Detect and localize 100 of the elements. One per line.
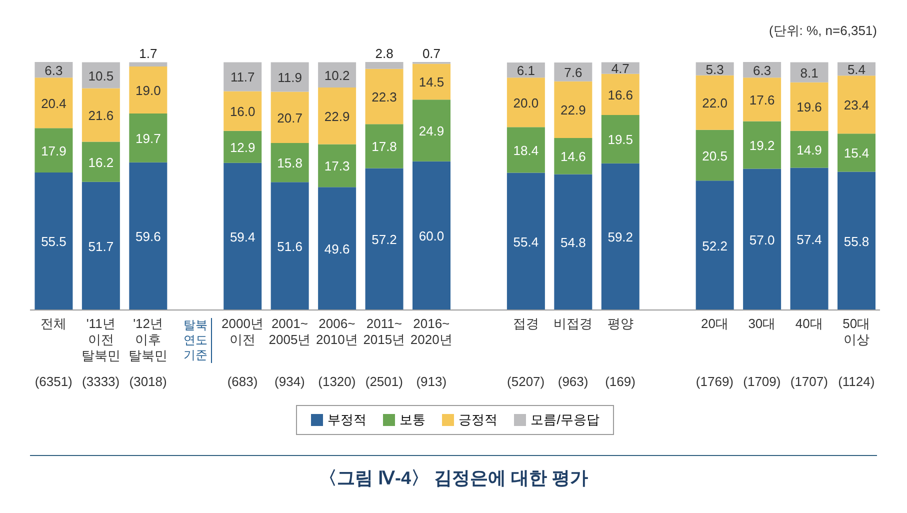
data-label: 19.7: [136, 130, 161, 146]
data-label: 17.3: [324, 158, 350, 174]
bar: [82, 62, 120, 88]
data-label: 16.0: [230, 104, 256, 120]
bar: [224, 130, 262, 163]
bar: [129, 62, 168, 66]
bar: [318, 144, 356, 188]
bar: [696, 75, 734, 130]
data-label: 2.8: [375, 46, 394, 61]
data-label: 19.0: [136, 82, 161, 98]
data-label: 20.7: [277, 110, 302, 126]
bar: [790, 130, 828, 168]
x-tick-label: '12년 이후 탈북민 (3018): [128, 316, 168, 389]
category-label: 2000년 이전 (683): [222, 316, 264, 389]
data-label: 16.2: [88, 154, 114, 170]
bar: [318, 88, 356, 144]
bar: [506, 127, 545, 173]
data-label: 20.0: [513, 95, 539, 110]
data-label: 19.5: [608, 132, 634, 148]
data-label: 20.4: [41, 96, 66, 111]
category-label: 30대 (1709): [743, 316, 781, 389]
data-label: 8.1: [800, 65, 818, 80]
data-label: 11.7: [230, 70, 255, 85]
data-label: 57.0: [749, 232, 775, 248]
bar: [554, 138, 592, 174]
bar: [34, 78, 73, 128]
data-label: 6.3: [753, 62, 772, 78]
bar: [365, 62, 404, 69]
bar: [224, 162, 262, 310]
data-label: 60.0: [418, 228, 444, 244]
bar: [412, 100, 450, 162]
legend-label: 부정적: [326, 411, 367, 429]
data-label: 6.1: [516, 63, 535, 78]
bar: [34, 172, 73, 310]
bar: [365, 124, 404, 168]
bar: [82, 142, 120, 182]
bar: [838, 172, 876, 310]
data-label: 51.6: [277, 239, 302, 254]
category-label: 전체 (6351): [34, 316, 72, 389]
bar: [696, 180, 734, 310]
data-label: 10.2: [324, 68, 350, 83]
data-label: 22.9: [560, 102, 586, 118]
bar: [554, 174, 592, 310]
data-label: 16.6: [608, 87, 634, 102]
bar: [696, 130, 734, 181]
data-label: 15.8: [277, 156, 302, 171]
bar: [601, 115, 640, 164]
data-label: 59.2: [608, 230, 634, 245]
data-label: 21.6: [88, 108, 114, 124]
bar: [838, 134, 876, 172]
bar: [129, 66, 168, 114]
category-label: 40대 (1707): [790, 316, 828, 389]
data-label: 10.5: [88, 68, 114, 84]
data-label: 17.9: [41, 143, 66, 158]
category-label: 2001~ 2005년 (934): [268, 316, 311, 389]
data-label: 14.6: [560, 149, 586, 164]
bar: [270, 62, 309, 92]
data-label: 23.4: [844, 98, 870, 113]
data-label: 22.9: [324, 108, 350, 124]
legend-label: 모름/무응답: [530, 411, 600, 429]
data-label: 4.7: [611, 61, 630, 76]
bar: [506, 172, 545, 310]
data-label: 55.8: [844, 234, 870, 249]
data-label: 1.7: [139, 46, 158, 62]
data-label: 59.6: [136, 229, 161, 244]
bar: [743, 168, 782, 310]
category-label: 평양 (169): [605, 316, 636, 389]
bar: [129, 162, 168, 310]
data-label: 5.4: [847, 62, 866, 77]
x-tick-label: '11년 이전 탈북민 (3333): [81, 316, 120, 389]
data-label: 57.2: [372, 232, 397, 248]
data-label: 59.4: [230, 229, 256, 244]
bar: [601, 163, 640, 310]
category-label: 접경 (5207): [507, 316, 545, 389]
bar: [412, 161, 450, 310]
category-label: 2016~ 2020년 (913): [410, 316, 452, 389]
bar: [224, 91, 262, 131]
data-label: 22.0: [702, 96, 728, 111]
data-label: 5.3: [706, 62, 724, 77]
bar: [412, 64, 450, 100]
data-label: 54.8: [560, 235, 586, 250]
category-label: 2011~ 2015년 (2501): [363, 316, 406, 389]
data-label: 11.9: [278, 70, 302, 85]
bar: [838, 76, 876, 134]
data-label: 7.6: [564, 64, 582, 80]
data-label: 20.5: [702, 148, 728, 164]
data-label: 17.8: [372, 139, 397, 154]
data-label: 17.6: [749, 92, 775, 108]
category-label: 비접경 (963): [554, 316, 593, 389]
bar: [270, 92, 309, 144]
data-label: 51.7: [88, 238, 114, 254]
bracket-label: 탈북 연도 기준: [183, 318, 212, 363]
bar: [790, 82, 828, 131]
data-label: 49.6: [324, 242, 350, 257]
bar: [554, 62, 592, 82]
text: 〈그림 Ⅳ-4〉 김정은에 대한 평가: [318, 467, 589, 490]
category-label: 2006~ 2010년 (1320): [316, 316, 358, 389]
data-label: 55.4: [513, 234, 539, 250]
bar: [365, 68, 404, 124]
data-label: 19.2: [749, 138, 775, 153]
